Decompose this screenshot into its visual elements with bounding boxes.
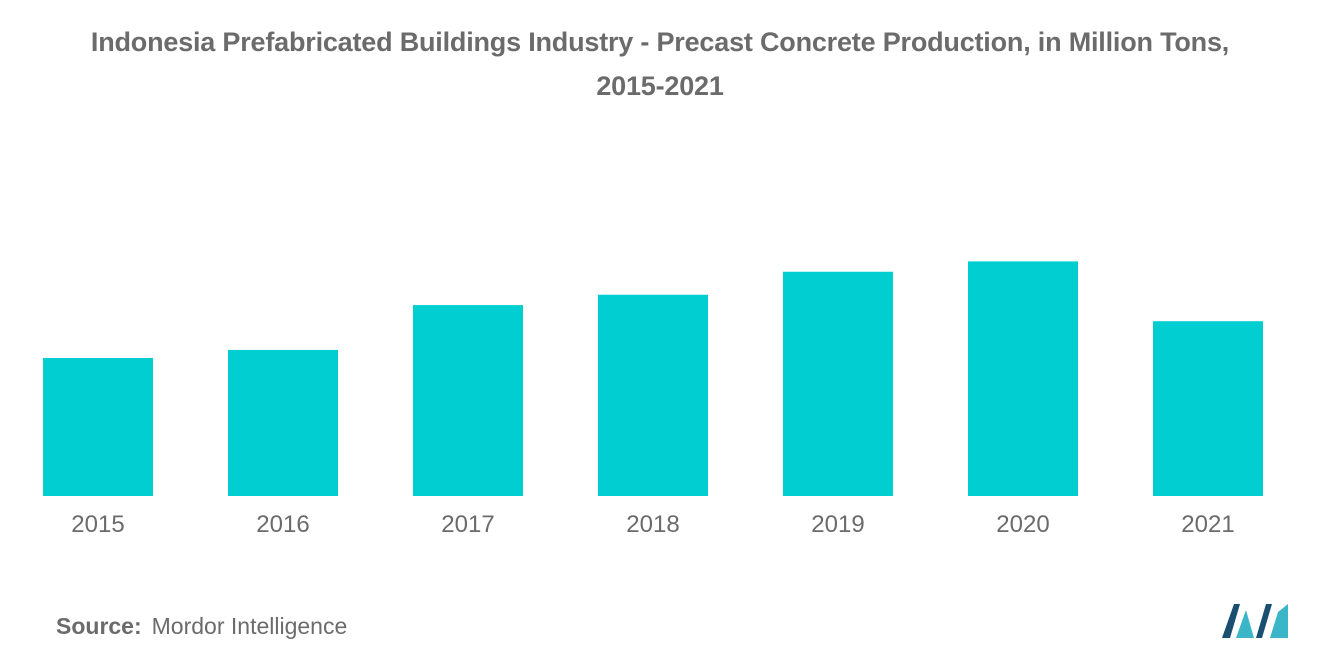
bar-2015 — [43, 358, 153, 496]
logo-shape-mid — [1236, 610, 1254, 638]
x-tick-label-2017: 2017 — [441, 511, 494, 538]
chart-title: Indonesia Prefabricated Buildings Indust… — [0, 20, 1320, 108]
bar-2016 — [228, 349, 338, 496]
mordor-intelligence-logo-icon — [1222, 600, 1290, 645]
x-tick-label-2020: 2020 — [996, 511, 1049, 538]
logo-shape-right-1 — [1256, 604, 1272, 638]
bar-2021 — [1153, 321, 1263, 496]
x-tick-label-2019: 2019 — [811, 511, 864, 538]
chart-title-line-2: 2015-2021 — [596, 71, 724, 101]
bar-2019 — [783, 271, 893, 496]
source-value: Mordor Intelligence — [151, 613, 348, 639]
x-tick-label-2016: 2016 — [256, 511, 309, 538]
x-tick-label-2018: 2018 — [626, 511, 679, 538]
bar-2017 — [413, 305, 523, 496]
x-tick-label-2015: 2015 — [71, 511, 124, 538]
logo-shape-right-2 — [1270, 604, 1288, 638]
bar-2020 — [968, 261, 1078, 496]
x-tick-label-2021: 2021 — [1181, 511, 1234, 538]
logo-shape-left — [1222, 604, 1240, 638]
bar-2018 — [598, 294, 708, 496]
source-note: Source: Mordor Intelligence — [56, 613, 347, 640]
chart-title-line-1: Indonesia Prefabricated Buildings Indust… — [90, 27, 1230, 57]
source-label: Source: — [56, 613, 142, 639]
bar-chart: 2015 2016 2017 2018 2019 2020 2021 — [43, 261, 1263, 538]
